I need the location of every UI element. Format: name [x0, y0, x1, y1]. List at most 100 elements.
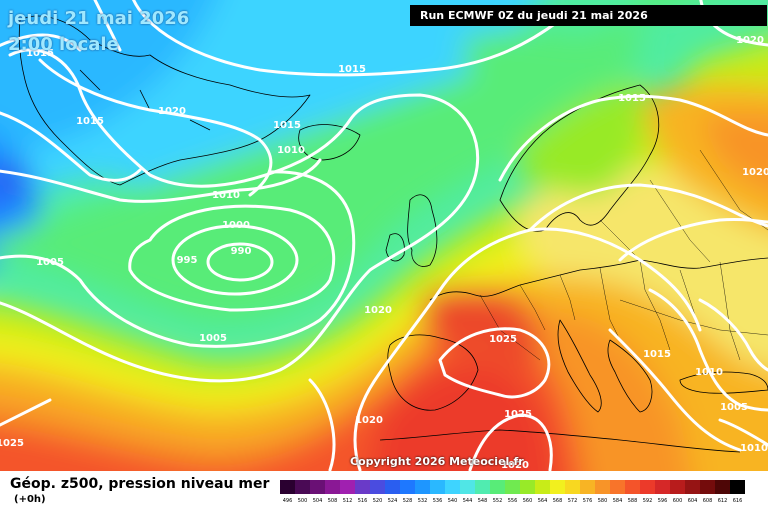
- legend-tick-label: 524: [387, 498, 398, 504]
- legend-tick-label: 556: [507, 498, 518, 504]
- isobar-label: 1005: [720, 402, 748, 413]
- isobar-label: 1010: [695, 367, 723, 378]
- isobar-label: 1015: [643, 349, 671, 360]
- legend-swatch: [340, 480, 355, 494]
- isobar-label: 1025: [504, 409, 532, 420]
- legend-swatch: [565, 480, 580, 494]
- valid-time: 2:00 locale: [8, 34, 119, 55]
- isobar-label: 995: [177, 255, 198, 266]
- isobar-label: 1005: [199, 333, 227, 344]
- isobar-label: 1020: [364, 305, 392, 316]
- legend-tick-label: 596: [657, 498, 668, 504]
- legend-tick-label: 504: [312, 498, 323, 504]
- legend-swatch: [400, 480, 415, 494]
- isobar-label: 1020: [736, 35, 764, 46]
- legend-tick-label: 616: [732, 498, 743, 504]
- forecast-step: (+0h): [14, 494, 46, 505]
- legend-swatch: [520, 480, 535, 494]
- legend-swatch: [370, 480, 385, 494]
- legend-tick-label: 532: [417, 498, 428, 504]
- isobar-label: 1000: [222, 220, 250, 231]
- legend-tick-label: 608: [702, 498, 713, 504]
- legend-tick-label: 560: [522, 498, 533, 504]
- legend-tick-label: 604: [687, 498, 698, 504]
- legend-tick-label: 584: [612, 498, 623, 504]
- isobar-label: 1015: [273, 120, 301, 131]
- legend-tick-label: 540: [447, 498, 458, 504]
- legend-swatch: [640, 480, 655, 494]
- legend-tick-label: 512: [342, 498, 353, 504]
- legend-tick-label: 496: [282, 498, 293, 504]
- legend-swatch: [700, 480, 715, 494]
- legend-tick-label: 548: [477, 498, 488, 504]
- legend-swatch: [310, 480, 325, 494]
- legend-tick-label: 564: [537, 498, 548, 504]
- legend-swatch: [325, 480, 340, 494]
- legend-tick-label: 528: [402, 498, 413, 504]
- pressure-map: 1015 1015 1015 1020 1015 1010 1010 1000 995 990 10…: [0, 0, 768, 471]
- legend-swatch: [415, 480, 430, 494]
- legend-tick-label: 580: [597, 498, 608, 504]
- legend-tick-label: 588: [627, 498, 638, 504]
- isobar-label: 1015: [338, 64, 366, 75]
- legend-swatch: [460, 480, 475, 494]
- isobar-label: 1020: [355, 415, 383, 426]
- coastlines: [18, 15, 768, 453]
- valid-date: jeudi 21 mai 2026: [8, 8, 190, 29]
- isobar-label: 1025: [0, 438, 24, 449]
- isobar-label: 1010: [277, 145, 305, 156]
- isobar-label: 1010: [740, 443, 768, 454]
- legend-swatch: [550, 480, 565, 494]
- legend-swatch: [655, 480, 670, 494]
- legend-tick-label: 592: [642, 498, 653, 504]
- isobar-label: 1015: [26, 48, 54, 59]
- legend-tick-label: 520: [372, 498, 383, 504]
- legend-tick-label: 544: [462, 498, 473, 504]
- isobar-label: 990: [231, 246, 252, 257]
- legend-tick-label: 600: [672, 498, 683, 504]
- legend-swatch: [580, 480, 595, 494]
- legend-tick-label: 552: [492, 498, 503, 504]
- legend-tick-label: 500: [297, 498, 308, 504]
- legend-tick-label: 516: [357, 498, 368, 504]
- isobar-label: 1020: [158, 106, 186, 117]
- isobar-label: 1010: [212, 190, 240, 201]
- isobar-label: 1025: [489, 334, 517, 345]
- legend-swatch: [475, 480, 490, 494]
- legend-swatch: [445, 480, 460, 494]
- legend-swatch: [595, 480, 610, 494]
- legend-swatch: [610, 480, 625, 494]
- isobar-label: 1020: [501, 460, 529, 471]
- legend-swatch: [295, 480, 310, 494]
- legend-swatch: [670, 480, 685, 494]
- isobar-labels: 1015 1015 1015 1020 1015 1010 1010 1000 995 990 10…: [0, 35, 768, 471]
- isobar-label: 1020: [742, 167, 768, 178]
- run-info: Run ECMWF 0Z du jeudi 21 mai 2026: [410, 5, 767, 26]
- copyright-notice: Copyright 2026 Meteociel.fr: [350, 455, 524, 468]
- legend-swatch: [490, 480, 505, 494]
- legend-swatch: [355, 480, 370, 494]
- legend-tick-label: 508: [327, 498, 338, 504]
- legend-swatch: [685, 480, 700, 494]
- legend-swatch: [535, 480, 550, 494]
- legend-tick-label: 576: [582, 498, 593, 504]
- legend-swatch: [280, 480, 295, 494]
- legend-swatch: [715, 480, 730, 494]
- country-borders: [479, 149, 768, 361]
- legend-tick-label: 536: [432, 498, 443, 504]
- legend-swatch: [625, 480, 640, 494]
- legend-swatch: [730, 480, 745, 494]
- legend-tick-label: 568: [552, 498, 563, 504]
- isobar-label: 1015: [618, 93, 646, 104]
- isobar-label: 1005: [36, 257, 64, 268]
- geopotential-field: [0, 0, 768, 471]
- field-title: Géop. z500, pression niveau mer: [10, 476, 270, 492]
- isobars: [0, 0, 768, 471]
- legend-swatch: [385, 480, 400, 494]
- legend-tick-label: 572: [567, 498, 578, 504]
- isobar-label: 1015: [76, 116, 104, 127]
- footer-bar: Géop. z500, pression niveau mer (+0h) 49…: [0, 471, 768, 512]
- legend-tick-label: 612: [717, 498, 728, 504]
- legend-swatch: [505, 480, 520, 494]
